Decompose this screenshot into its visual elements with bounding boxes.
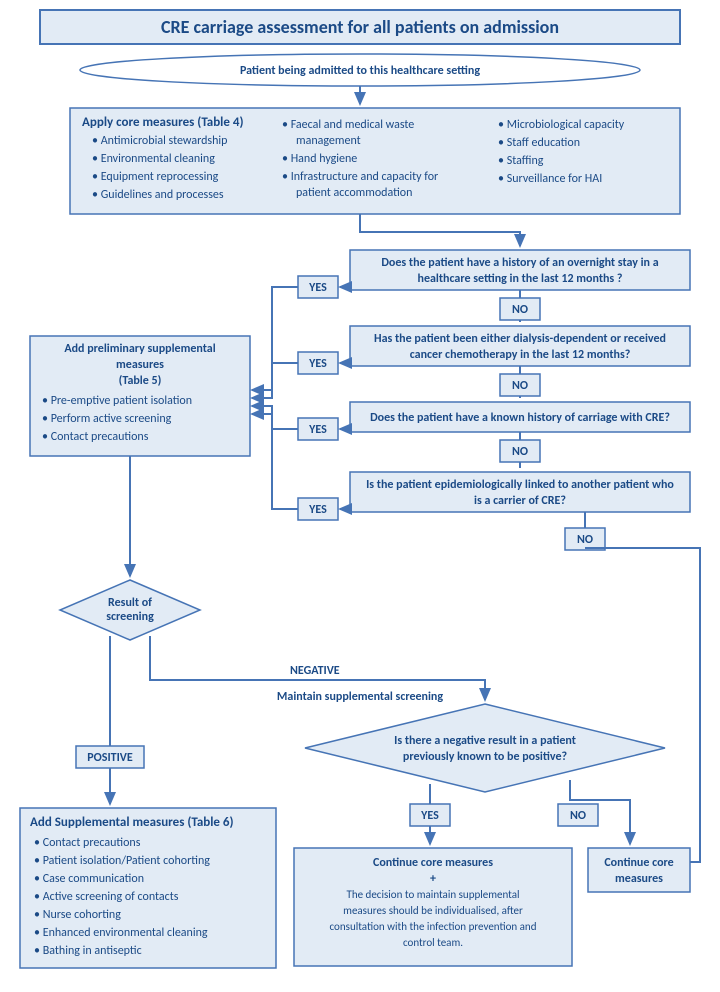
core-c3-2: • Staffing <box>498 154 544 168</box>
q1-l2: healthcare setting in the last 12 months… <box>418 272 623 286</box>
q4-no: NO <box>577 533 593 547</box>
q4no-path <box>585 548 700 862</box>
supp-3: • Active screening of contacts <box>34 890 179 904</box>
q4-l2: is a carrier of CRE? <box>474 494 566 508</box>
q2-l2: cancer chemotherapy in the last 12 month… <box>410 348 631 362</box>
prelim-h1: Add preliminary supplemental <box>64 342 215 356</box>
core-c2-2b: patient accommodation <box>296 186 412 200</box>
q4-yes: YES <box>308 503 327 517</box>
prelim-i1: • Perform active screening <box>42 412 172 426</box>
supp-4: • Nurse cohorting <box>34 908 121 922</box>
cy-l1: Continue core measures <box>373 856 493 870</box>
prelim-h3: (Table 5) <box>119 374 162 388</box>
yes3-to-prelim <box>252 406 298 429</box>
supp-2: • Case communication <box>34 872 144 886</box>
screen-l2: screening <box>106 610 154 624</box>
supp-1: • Patient isolation/Patient cohorting <box>34 854 210 868</box>
cn-l1: Continue core <box>604 856 673 870</box>
core-c2-2a: • Infrastructure and capacity for <box>282 170 438 184</box>
q1-l1: Does the patient have a history of an ov… <box>381 256 658 270</box>
positive-label: POSITIVE <box>87 751 133 765</box>
core-c3-3: • Surveillance for HAI <box>498 172 602 186</box>
maintain-text: Maintain supplemental screening <box>277 690 443 704</box>
q1-no: NO <box>512 303 528 317</box>
core-c2-0a: • Faecal and medical waste <box>282 118 414 132</box>
supp-header: Add Supplemental measures (Table 6) <box>30 815 234 830</box>
supp-0: • Contact precautions <box>34 836 141 850</box>
neg-d-l2: previously known to be positive? <box>403 750 568 764</box>
core-c1-3: • Guidelines and processes <box>92 188 224 202</box>
yes2-to-prelim <box>252 363 298 398</box>
neg-d-l1: Is there a negative result in a patient <box>394 734 576 748</box>
q2-l1: Has the patient been either dialysis-dep… <box>374 332 666 346</box>
title-text: CRE carriage assessment for all patients… <box>161 16 559 38</box>
negative-label: NEGATIVE <box>290 664 340 678</box>
core-c2-0b: management <box>296 134 361 148</box>
core-c3-0: • Microbiological capacity <box>498 118 625 132</box>
yes1-to-prelim <box>252 287 298 390</box>
core-c3-1: • Staff education <box>498 136 580 150</box>
cn-l2: measures <box>615 872 663 886</box>
prelim-i2: • Contact precautions <box>42 430 149 444</box>
cy-l5: consultation with the infection preventi… <box>330 920 537 933</box>
cy-l2: + <box>430 872 436 886</box>
ellipse-text: Patient being admitted to this healthcar… <box>240 64 480 78</box>
core-c1-2: • Equipment reprocessing <box>92 170 219 184</box>
q3-yes: YES <box>308 423 327 437</box>
arrow-core-q1 <box>360 214 520 246</box>
q2-no: NO <box>512 379 528 393</box>
neg-diamond <box>305 704 665 792</box>
cy-l4: measures should be individualised, after <box>343 904 523 917</box>
prelim-h2: measures <box>116 358 164 372</box>
neg-yes: YES <box>420 809 439 823</box>
q3-text: Does the patient have a known history of… <box>370 411 670 425</box>
core-header: Apply core measures (Table 4) <box>82 115 244 130</box>
q4-l1: Is the patient epidemiologically linked … <box>366 478 674 492</box>
core-c2-1: • Hand hygiene <box>282 152 357 166</box>
q1-yes: YES <box>308 281 327 295</box>
q3-no: NO <box>512 445 528 459</box>
prelim-i0: • Pre-emptive patient isolation <box>42 394 192 408</box>
q2-yes: YES <box>308 357 327 371</box>
flowchart: CRE carriage assessment for all patients… <box>0 0 720 992</box>
cy-l6: control team. <box>403 936 463 949</box>
screen-l1: Result of <box>108 596 152 610</box>
core-c1-1: • Environmental cleaning <box>92 152 215 166</box>
supp-5: • Enhanced environmental cleaning <box>34 926 208 940</box>
core-c1-0: • Antimicrobial stewardship <box>92 134 227 148</box>
supp-6: • Bathing in antiseptic <box>34 944 142 958</box>
neg-no: NO <box>570 809 586 823</box>
cy-l3: The decision to maintain supplemental <box>346 888 519 901</box>
